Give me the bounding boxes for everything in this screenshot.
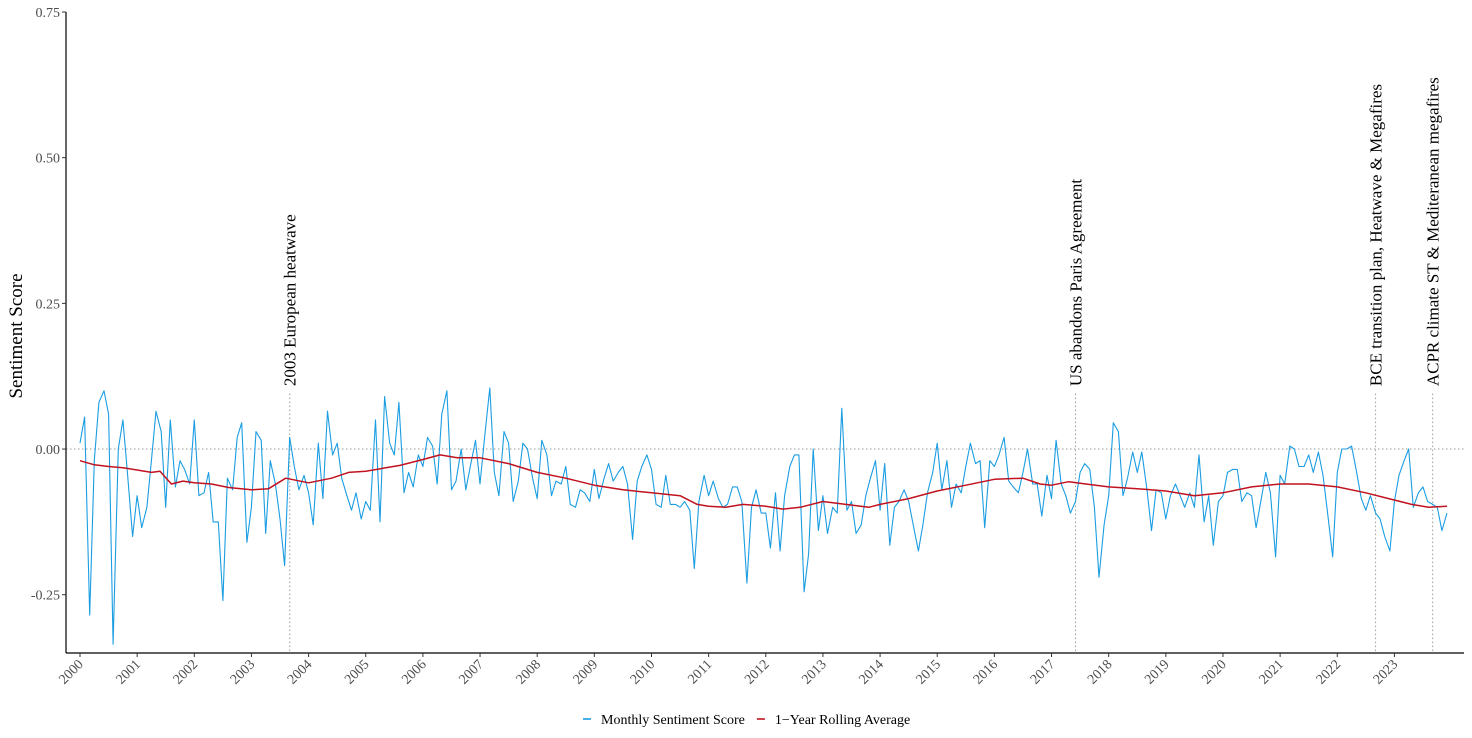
x-tick-label: 2017 <box>1028 657 1058 687</box>
legend-label: Monthly Sentiment Score <box>601 713 745 728</box>
x-tick-label: 2013 <box>799 657 829 687</box>
x-tick-label: 2003 <box>228 657 258 687</box>
x-tick-label: 2000 <box>56 657 86 687</box>
monthly-sentiment-line <box>79 387 1448 645</box>
y-tick-label: 0.25 <box>36 297 61 312</box>
x-tick-label: 2021 <box>1257 657 1287 687</box>
y-tick-label: 0.00 <box>36 443 61 458</box>
x-tick-label: 2016 <box>971 657 1001 687</box>
annotation-labels: 2003 European heatwave US abandons Paris … <box>281 77 1443 386</box>
x-tick-label: 2001 <box>114 657 144 687</box>
x-tick-label: 2012 <box>742 657 772 687</box>
legend: Monthly Sentiment Score 1−Year Rolling Av… <box>583 713 910 728</box>
x-tick-label: 2015 <box>914 657 944 687</box>
x-tick-label: 2004 <box>285 657 315 687</box>
series-layer <box>79 387 1448 645</box>
rolling-average-line <box>79 454 1448 510</box>
annotation-label: US abandons Paris Agreement <box>1067 179 1086 387</box>
annotation-label: BCE transition plan, Heatwave & Megafire… <box>1367 84 1386 386</box>
y-tick-label: 0.75 <box>36 6 61 21</box>
x-tick-label: 2011 <box>685 657 715 687</box>
x-tick-label: 2019 <box>1142 657 1172 687</box>
x-tick-label: 2009 <box>571 657 601 687</box>
axes-layer: -0.25 0.00 0.25 0.50 0.75 2000 2001 2002 2003 200… <box>31 6 1464 688</box>
x-tick-label: 2002 <box>171 657 201 687</box>
annotation-lines <box>289 393 1434 653</box>
annotation-label: ACPR climate ST & Mediteranean megafires <box>1424 77 1443 386</box>
x-tick-label: 2010 <box>628 657 658 687</box>
y-tick-label: -0.25 <box>31 589 60 604</box>
x-tick-label: 2007 <box>456 657 486 687</box>
x-tick-label: 2023 <box>1371 657 1401 687</box>
x-tick-label: 2006 <box>399 657 429 687</box>
legend-label: 1−Year Rolling Average <box>775 713 910 728</box>
x-tick-label: 2005 <box>342 657 372 687</box>
x-tick-label: 2020 <box>1199 657 1229 687</box>
x-tick-label: 2018 <box>1085 657 1115 687</box>
y-axis-label: Sentiment Score <box>6 273 27 398</box>
y-tick-label: 0.50 <box>36 152 61 167</box>
x-tick-label: 2014 <box>857 657 887 687</box>
x-tick-label: 2008 <box>514 657 544 687</box>
x-tick-label: 2022 <box>1314 657 1344 687</box>
annotation-label: 2003 European heatwave <box>281 214 300 386</box>
